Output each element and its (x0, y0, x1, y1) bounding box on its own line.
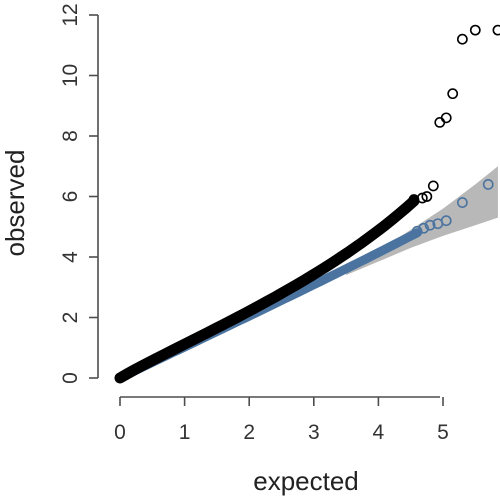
y-tick-label: 2 (59, 312, 82, 324)
data-point (492, 24, 500, 36)
data-point (434, 116, 446, 128)
data-point (456, 33, 468, 45)
y-tick-label: 0 (59, 372, 82, 384)
x-tick-label: 4 (373, 421, 385, 444)
series-2 (114, 24, 500, 384)
y-tick-label: 8 (59, 130, 82, 142)
data-point (416, 192, 428, 204)
data-point (482, 178, 494, 190)
data-point (440, 112, 452, 124)
x-tick-label: 2 (243, 421, 255, 444)
x-tick-label: 5 (437, 421, 449, 444)
data-point (427, 180, 439, 192)
x-tick-label: 3 (308, 421, 320, 444)
x-tick-label: 1 (179, 421, 191, 444)
x-axis-ticks: 0 1 2 3 4 5 (114, 397, 449, 444)
y-tick-label: 12 (59, 3, 82, 26)
y-tick-label: 10 (59, 64, 82, 87)
series-2-dense-points (114, 195, 420, 384)
y-axis-title: observed (0, 150, 30, 257)
data-point (440, 215, 452, 227)
data-point (447, 88, 459, 100)
data-point (469, 24, 481, 36)
y-tick-label: 4 (59, 251, 82, 263)
data-point (421, 191, 433, 202)
data-point (418, 222, 430, 234)
data-series (114, 24, 500, 384)
data-point (456, 197, 468, 208)
x-tick-label: 0 (114, 421, 126, 444)
y-axis-ticks: 0 2 4 6 8 10 12 (59, 3, 98, 384)
data-point (411, 225, 423, 237)
data-point (424, 219, 436, 231)
y-tick-label: 6 (59, 191, 82, 203)
x-axis-title: expected (253, 466, 359, 496)
